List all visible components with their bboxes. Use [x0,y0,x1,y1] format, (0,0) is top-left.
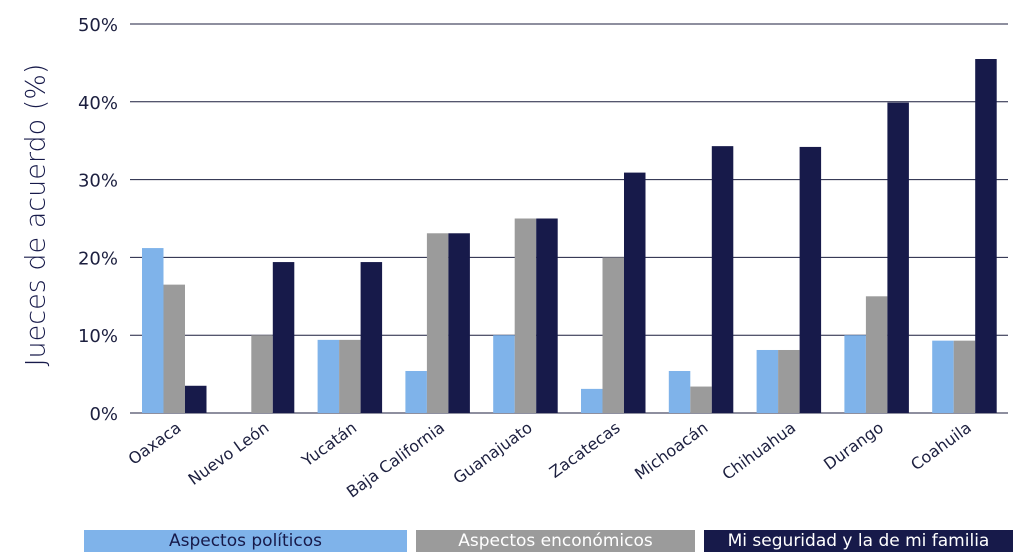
y-tick-label: 50% [78,15,118,36]
bar [360,262,383,413]
x-tick-label: Chihuahua [719,418,800,484]
x-tick-label: Yucatán [297,418,360,471]
bar [514,218,537,413]
bar [493,335,515,413]
bar [163,284,185,413]
x-tick-label: Coahuila [907,418,975,474]
bar [953,340,976,413]
legend-item-aspectos-economicos: Aspectos enconómicos [416,530,695,552]
x-tick-label: Michoacán [631,418,711,484]
bar [185,385,207,413]
x-tick-label: Baja California [343,418,448,502]
y-tick-label: 0% [89,404,118,425]
legend-item-mi-seguridad: Mi seguridad y la de mi familia [704,530,1013,552]
bar [317,339,340,413]
bar [690,386,712,413]
y-tick-label: 20% [78,248,118,269]
bar [799,146,822,413]
bar [975,59,997,413]
bar [142,248,164,413]
bar [778,349,800,413]
x-tick-label: Durango [820,418,887,474]
bar [536,218,558,413]
bar [448,233,470,413]
y-tick-label: 30% [78,171,118,192]
bar [624,172,646,413]
bar [756,349,779,413]
x-tick-label: Guanajuato [450,418,536,488]
bar [668,370,691,413]
bar [602,257,624,413]
bar-chart: 0% 10% 20% 30% 40% 50% Oaxaca Nuevo León Yucatán… [78,15,1008,502]
x-tick-label: Nuevo León [185,418,273,489]
bar [426,233,449,413]
bar [711,146,734,413]
y-tick-label: 40% [78,93,118,114]
bar [932,340,954,413]
y-axis-label-text: Jueces de acuerdo (%) [20,63,52,367]
y-tick-label: 10% [78,326,118,347]
bar [251,335,273,413]
x-tick-label: Zacatecas [546,418,624,482]
bar [887,102,909,413]
bar [272,262,295,413]
bar [844,335,866,413]
bar [339,339,361,413]
bar [581,388,603,413]
bar [865,296,888,413]
legend-item-aspectos-politicos: Aspectos políticos [84,530,407,552]
legend: Aspectos políticos Aspectos enconómicos … [0,530,1013,552]
x-tick-label: Oaxaca [125,418,185,469]
bar [405,370,427,413]
